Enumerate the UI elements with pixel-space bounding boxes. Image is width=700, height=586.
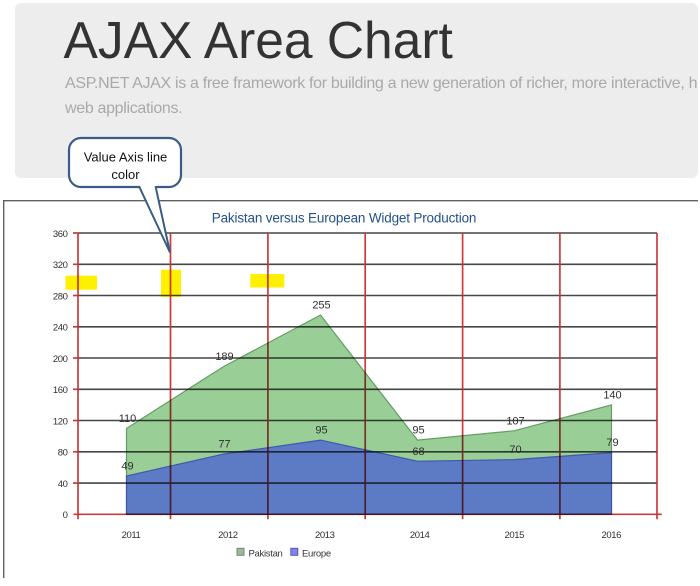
svg-text:49: 49	[121, 461, 133, 473]
svg-text:77: 77	[218, 439, 230, 451]
svg-text:2011: 2011	[122, 530, 141, 541]
svg-text:Europe: Europe	[302, 549, 331, 560]
svg-text:80: 80	[58, 448, 68, 459]
svg-text:200: 200	[53, 354, 68, 365]
svg-text:2012: 2012	[218, 530, 238, 541]
svg-text:189: 189	[215, 351, 233, 363]
svg-text:240: 240	[53, 323, 68, 334]
svg-text:140: 140	[603, 390, 621, 402]
svg-text:Value Axis line: Value Axis line	[84, 150, 168, 165]
svg-text:Pakistan versus European Widge: Pakistan versus European Widget Producti…	[212, 211, 477, 226]
svg-text:95: 95	[315, 425, 327, 437]
svg-text:280: 280	[53, 291, 68, 302]
svg-text:107: 107	[506, 415, 524, 427]
svg-text:120: 120	[53, 416, 68, 427]
svg-text:Pakistan: Pakistan	[249, 549, 283, 560]
svg-text:79: 79	[606, 437, 618, 449]
svg-text:2013: 2013	[315, 530, 335, 541]
svg-text:40: 40	[58, 479, 68, 490]
svg-text:255: 255	[312, 300, 330, 312]
svg-text:2016: 2016	[602, 530, 622, 541]
svg-text:2015: 2015	[505, 530, 525, 541]
svg-text:160: 160	[53, 385, 68, 396]
svg-text:0: 0	[63, 510, 68, 521]
svg-text:95: 95	[412, 425, 424, 437]
svg-text:2014: 2014	[410, 530, 430, 541]
svg-text:320: 320	[53, 260, 68, 271]
svg-text:110: 110	[119, 413, 137, 425]
svg-text:color: color	[111, 167, 140, 182]
svg-text:360: 360	[53, 229, 68, 240]
svg-text:70: 70	[509, 444, 521, 456]
svg-text:68: 68	[412, 446, 424, 458]
